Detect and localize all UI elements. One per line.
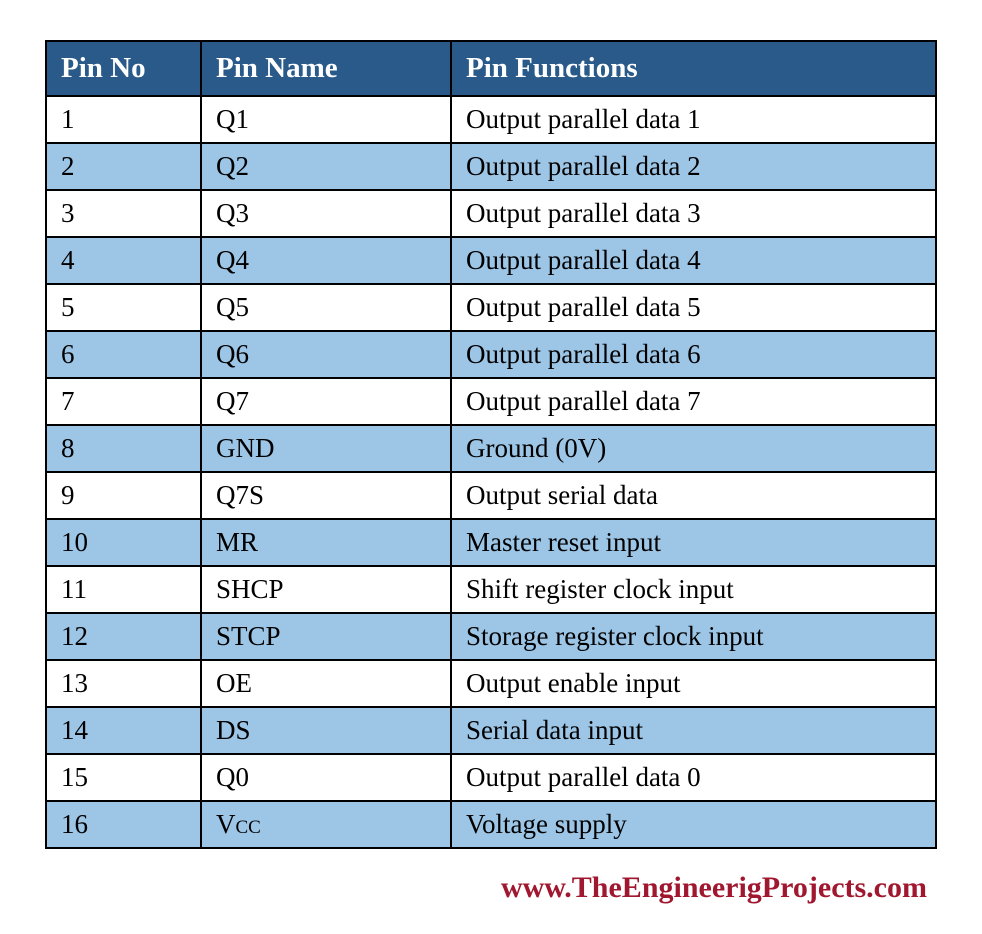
table-row: 4 Q4 Output parallel data 4	[46, 237, 936, 284]
cell-pin-no: 10	[46, 519, 201, 566]
cell-pin-no: 3	[46, 190, 201, 237]
cell-pin-name: DS	[201, 707, 451, 754]
cell-pin-name: MR	[201, 519, 451, 566]
table-row: 3 Q3 Output parallel data 3	[46, 190, 936, 237]
cell-pin-name: Q0	[201, 754, 451, 801]
col-header-pin-no: Pin No	[46, 41, 201, 96]
cell-pin-no: 7	[46, 378, 201, 425]
col-header-pin-functions: Pin Functions	[451, 41, 936, 96]
cell-pin-name: Q4	[201, 237, 451, 284]
cell-pin-functions: Output enable input	[451, 660, 936, 707]
cell-pin-functions: Output parallel data 1	[451, 96, 936, 143]
cell-pin-no: 12	[46, 613, 201, 660]
table-row: 7 Q7 Output parallel data 7	[46, 378, 936, 425]
cell-pin-name: Q5	[201, 284, 451, 331]
table-row: 6 Q6 Output parallel data 6	[46, 331, 936, 378]
table-row: 2 Q2 Output parallel data 2	[46, 143, 936, 190]
cell-pin-functions: Output parallel data 5	[451, 284, 936, 331]
cell-pin-no: 14	[46, 707, 201, 754]
table-row: 10 MR Master reset input	[46, 519, 936, 566]
cell-pin-no: 6	[46, 331, 201, 378]
cell-pin-name: Q3	[201, 190, 451, 237]
table-row: 12 STCP Storage register clock input	[46, 613, 936, 660]
cell-pin-no: 5	[46, 284, 201, 331]
cell-pin-no: 15	[46, 754, 201, 801]
cell-pin-functions: Output parallel data 3	[451, 190, 936, 237]
table-row: 15 Q0 Output parallel data 0	[46, 754, 936, 801]
pin-table: Pin No Pin Name Pin Functions 1 Q1 Outpu…	[45, 40, 937, 849]
cell-pin-functions: Output parallel data 6	[451, 331, 936, 378]
table-header-row: Pin No Pin Name Pin Functions	[46, 41, 936, 96]
cell-pin-name: Vcc	[201, 801, 451, 848]
table-row: 14 DS Serial data input	[46, 707, 936, 754]
cell-pin-functions: Output serial data	[451, 472, 936, 519]
table-row: 8 GND Ground (0V)	[46, 425, 936, 472]
cell-pin-functions: Ground (0V)	[451, 425, 936, 472]
cell-pin-name: Q6	[201, 331, 451, 378]
table-row: 13 OE Output enable input	[46, 660, 936, 707]
cell-pin-no: 9	[46, 472, 201, 519]
table-row: 1 Q1 Output parallel data 1	[46, 96, 936, 143]
table-row: 16 Vcc Voltage supply	[46, 801, 936, 848]
table-row: 11 SHCP Shift register clock input	[46, 566, 936, 613]
cell-pin-functions: Output parallel data 0	[451, 754, 936, 801]
cell-pin-no: 16	[46, 801, 201, 848]
cell-pin-no: 8	[46, 425, 201, 472]
cell-pin-functions: Output parallel data 2	[451, 143, 936, 190]
table-row: 5 Q5 Output parallel data 5	[46, 284, 936, 331]
cell-pin-functions: Serial data input	[451, 707, 936, 754]
table-body: 1 Q1 Output parallel data 1 2 Q2 Output …	[46, 96, 936, 848]
cell-pin-name: Q2	[201, 143, 451, 190]
footer-link[interactable]: www.TheEngineerigProjects.com	[45, 871, 937, 905]
cell-pin-no: 11	[46, 566, 201, 613]
cell-pin-functions: Voltage supply	[451, 801, 936, 848]
cell-pin-name: SHCP	[201, 566, 451, 613]
cell-pin-name: Q1	[201, 96, 451, 143]
cell-pin-no: 2	[46, 143, 201, 190]
cell-pin-name: Q7S	[201, 472, 451, 519]
cell-pin-no: 4	[46, 237, 201, 284]
cell-pin-name: STCP	[201, 613, 451, 660]
cell-pin-functions: Output parallel data 7	[451, 378, 936, 425]
cell-pin-functions: Master reset input	[451, 519, 936, 566]
cell-pin-functions: Storage register clock input	[451, 613, 936, 660]
cell-pin-name: GND	[201, 425, 451, 472]
table-row: 9 Q7S Output serial data	[46, 472, 936, 519]
cell-pin-functions: Output parallel data 4	[451, 237, 936, 284]
cell-pin-name: Q7	[201, 378, 451, 425]
cell-pin-no: 13	[46, 660, 201, 707]
cell-pin-no: 1	[46, 96, 201, 143]
cell-pin-name: OE	[201, 660, 451, 707]
cell-pin-functions: Shift register clock input	[451, 566, 936, 613]
col-header-pin-name: Pin Name	[201, 41, 451, 96]
